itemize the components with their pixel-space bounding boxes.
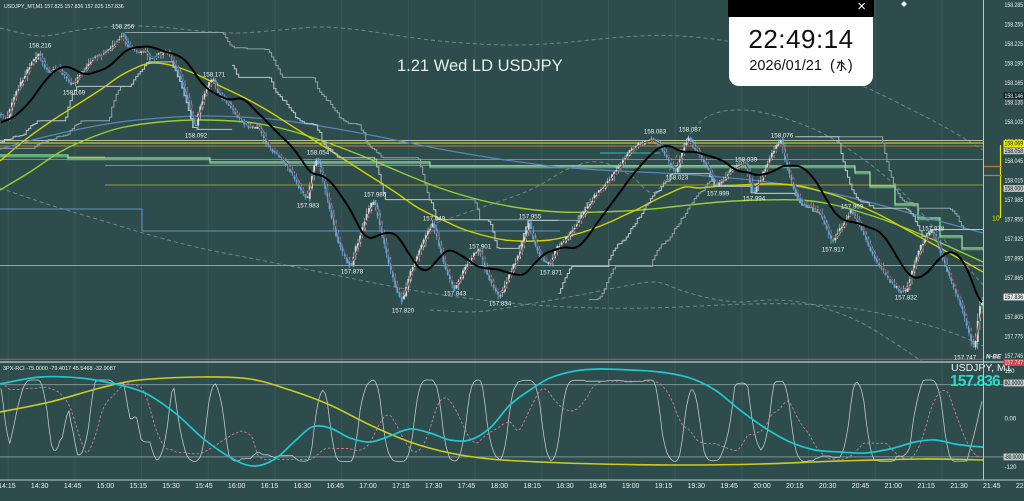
- svg-text:158.000: 158.000: [1005, 187, 1024, 193]
- svg-text:14:45: 14:45: [64, 483, 82, 490]
- svg-text:158.083: 158.083: [644, 128, 667, 135]
- svg-text:20:45: 20:45: [852, 483, 870, 490]
- svg-text:158.092: 158.092: [185, 132, 208, 139]
- svg-text:157.878: 157.878: [341, 268, 364, 275]
- svg-text:158.146: 158.146: [1005, 94, 1024, 100]
- svg-text:22:00: 22:00: [1016, 483, 1024, 490]
- svg-text:158.069: 158.069: [1005, 142, 1024, 148]
- svg-text:15:30: 15:30: [162, 483, 180, 490]
- svg-text:16:15: 16:15: [261, 483, 279, 490]
- svg-text:10: 10: [992, 216, 1000, 223]
- svg-text:14:30: 14:30: [31, 483, 49, 490]
- svg-text:158.171: 158.171: [203, 71, 226, 78]
- svg-text:18:15: 18:15: [523, 483, 541, 490]
- svg-text:158.165: 158.165: [1005, 81, 1024, 87]
- svg-text:158.054: 158.054: [307, 149, 330, 156]
- svg-text:1.21 Wed LD USDJPY: 1.21 Wed LD USDJPY: [397, 57, 563, 75]
- svg-text:157.938: 157.938: [922, 225, 945, 232]
- svg-text:USDJPY_MT,M1 157.825 157.836: USDJPY_MT,M1 157.825 157.836 157.825 157…: [4, 4, 124, 10]
- svg-text:157.986: 157.986: [364, 191, 387, 198]
- svg-text:15:15: 15:15: [129, 483, 147, 490]
- svg-text:157.985: 157.985: [1005, 198, 1024, 204]
- svg-text:157.832: 157.832: [895, 294, 918, 301]
- svg-text:158.105: 158.105: [1005, 120, 1024, 126]
- svg-text:120: 120: [1005, 369, 1016, 375]
- svg-text:17:15: 17:15: [392, 483, 410, 490]
- svg-text:-80.0000: -80.0000: [1005, 455, 1024, 461]
- svg-text:158.256: 158.256: [112, 23, 135, 30]
- svg-text:0.00: 0.00: [1005, 417, 1017, 423]
- svg-text:157.836: 157.836: [950, 373, 1001, 390]
- svg-text:21:30: 21:30: [950, 483, 968, 490]
- svg-text:80.0000: 80.0000: [1005, 381, 1024, 387]
- svg-text:21:45: 21:45: [983, 483, 1001, 490]
- svg-text:17:00: 17:00: [359, 483, 377, 490]
- svg-text:157.834: 157.834: [489, 300, 512, 307]
- svg-text:19:00: 19:00: [622, 483, 640, 490]
- svg-text:158.087: 158.087: [679, 126, 702, 133]
- svg-text:158.023: 158.023: [666, 174, 689, 181]
- svg-text:157.775: 157.775: [1005, 335, 1024, 341]
- svg-text:20:00: 20:00: [753, 483, 771, 490]
- svg-text:20:30: 20:30: [819, 483, 837, 490]
- svg-text:16:30: 16:30: [294, 483, 312, 490]
- svg-text:157.805: 157.805: [1005, 315, 1024, 321]
- svg-text:157.820: 157.820: [392, 307, 415, 314]
- svg-text:158.216: 158.216: [29, 42, 52, 49]
- svg-text:157.994: 157.994: [743, 195, 766, 202]
- svg-text:16:00: 16:00: [228, 483, 246, 490]
- svg-text:157.925: 157.925: [1005, 237, 1024, 243]
- svg-text:158.135: 158.135: [1005, 101, 1024, 107]
- svg-text:20:15: 20:15: [786, 483, 804, 490]
- svg-text:17:30: 17:30: [425, 483, 443, 490]
- svg-text:17:45: 17:45: [458, 483, 476, 490]
- svg-text:158.039: 158.039: [735, 156, 758, 163]
- svg-text:USDJPY, M1: USDJPY, M1: [951, 362, 1012, 374]
- svg-text:157.969: 157.969: [841, 203, 864, 210]
- svg-text:157.895: 157.895: [1005, 257, 1024, 263]
- svg-text:15:45: 15:45: [195, 483, 213, 490]
- svg-text:157.747: 157.747: [954, 354, 977, 361]
- svg-text:18:45: 18:45: [589, 483, 607, 490]
- svg-text:157.955: 157.955: [519, 213, 542, 220]
- svg-text:21:15: 21:15: [917, 483, 935, 490]
- svg-text:158.015: 158.015: [1005, 179, 1024, 185]
- svg-text:157.999: 157.999: [707, 190, 730, 197]
- svg-text:158.045: 158.045: [1005, 159, 1024, 165]
- svg-text:18:30: 18:30: [556, 483, 574, 490]
- svg-text:157.983: 157.983: [297, 202, 320, 209]
- svg-text:157.955: 157.955: [1005, 218, 1024, 224]
- svg-text:157.865: 157.865: [1005, 276, 1024, 282]
- svg-text:158.169: 158.169: [63, 89, 86, 96]
- svg-text:158.058: 158.058: [1005, 149, 1024, 155]
- svg-text:157.871: 157.871: [540, 269, 563, 276]
- svg-text:3PX-RCI -75.0000 -79.4017 45.5: 3PX-RCI -75.0000 -79.4017 45.5468 -32.90…: [3, 366, 116, 372]
- svg-text:15:00: 15:00: [97, 483, 115, 490]
- svg-text:19:30: 19:30: [688, 483, 706, 490]
- svg-text:158.195: 158.195: [1005, 62, 1024, 68]
- svg-text:157.917: 157.917: [822, 246, 845, 253]
- svg-text:158.076: 158.076: [771, 132, 794, 139]
- svg-text:157.745: 157.745: [1005, 354, 1024, 360]
- svg-text:16:45: 16:45: [326, 483, 344, 490]
- svg-text:157.747: 157.747: [1005, 361, 1024, 367]
- svg-text:158.255: 158.255: [1005, 23, 1024, 29]
- svg-text:21:00: 21:00: [885, 483, 903, 490]
- svg-text:19:15: 19:15: [655, 483, 673, 490]
- svg-text:157.836: 157.836: [1005, 295, 1024, 301]
- svg-text:N-BE: N-BE: [986, 354, 1002, 361]
- svg-text:19:45: 19:45: [720, 483, 738, 490]
- svg-text:-120: -120: [1005, 465, 1018, 471]
- svg-text:157.843: 157.843: [444, 290, 467, 297]
- svg-text:157.949: 157.949: [423, 215, 446, 222]
- svg-text:14:15: 14:15: [0, 483, 16, 490]
- svg-text:18:00: 18:00: [491, 483, 509, 490]
- svg-text:158.225: 158.225: [1005, 42, 1024, 48]
- svg-text:157.901: 157.901: [469, 243, 492, 250]
- svg-text:158.285: 158.285: [1005, 3, 1024, 9]
